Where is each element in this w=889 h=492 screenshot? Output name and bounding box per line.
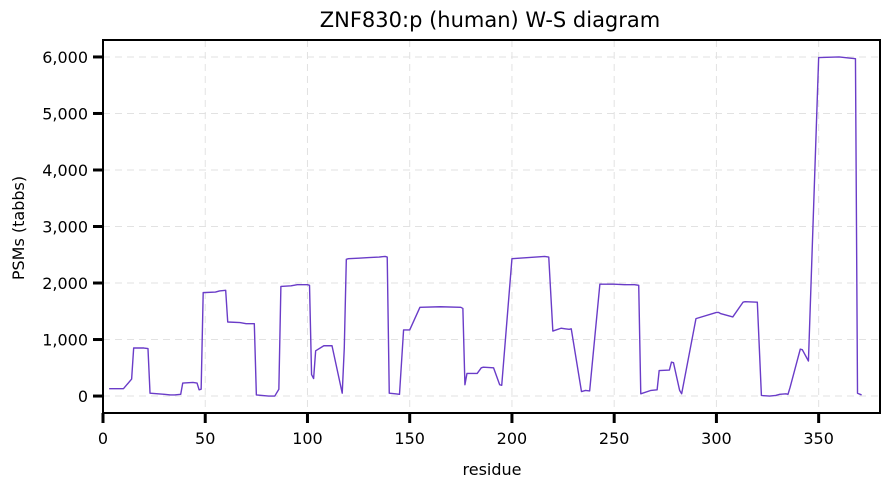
y-axis-label: PSMs (tabbs) (9, 176, 28, 280)
chart-title: ZNF830:p (human) W-S diagram (320, 8, 660, 32)
x-tick-label: 350 (803, 429, 834, 448)
x-tick-label: 150 (394, 429, 425, 448)
y-tick-label: 6,000 (42, 48, 88, 67)
x-tick-label: 50 (195, 429, 215, 448)
x-axis: 0 50 100 150 200 250 300 350 (98, 413, 834, 448)
y-tick-label: 1,000 (42, 331, 88, 350)
x-tick-label: 100 (292, 429, 323, 448)
y-tick-label: 4,000 (42, 161, 88, 180)
series-line (109, 56, 862, 397)
x-axis-label: residue (463, 460, 522, 479)
y-tick-label: 5,000 (42, 104, 88, 123)
y-tick-label: 0 (78, 387, 88, 406)
y-axis: 0 1,000 2,000 3,000 4,000 5,000 6,000 (42, 48, 103, 406)
grid (102, 40, 880, 413)
y-tick-label: 2,000 (42, 274, 88, 293)
x-tick-label: 300 (701, 429, 732, 448)
x-tick-label: 0 (98, 429, 108, 448)
x-tick-label: 250 (599, 429, 630, 448)
x-tick-label: 200 (497, 429, 528, 448)
y-tick-label: 3,000 (42, 218, 88, 237)
